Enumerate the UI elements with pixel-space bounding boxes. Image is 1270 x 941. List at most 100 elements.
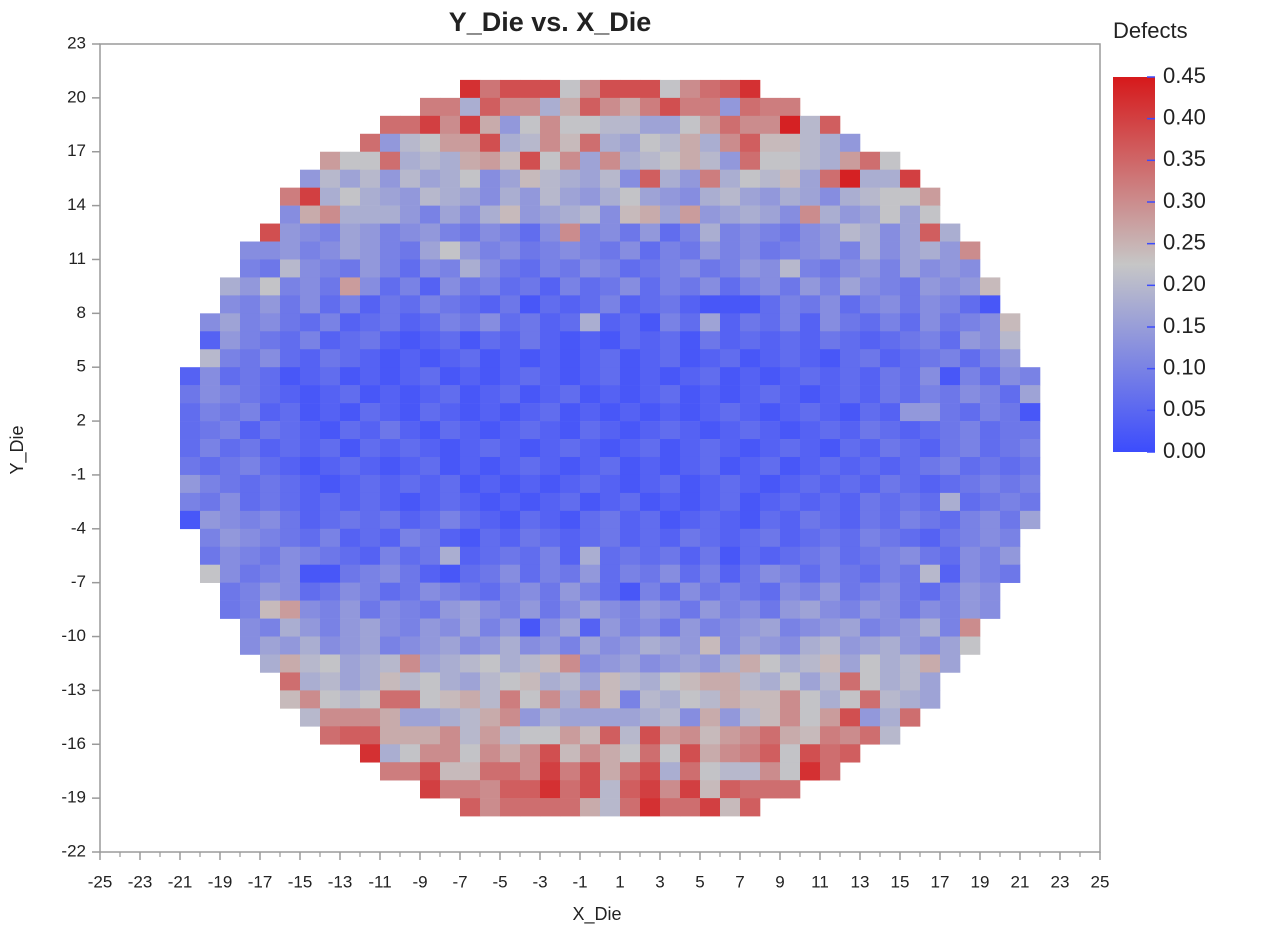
die-cell: [340, 169, 361, 188]
die-cell: [900, 510, 921, 530]
colorbar-tick-label: 0.40: [1163, 104, 1206, 129]
die-cell: [460, 367, 481, 386]
die-cell: [1000, 546, 1021, 566]
die-cell: [520, 708, 541, 727]
die-cell: [380, 582, 401, 601]
die-cell: [560, 205, 581, 224]
die-cell: [620, 223, 641, 242]
die-cell: [520, 259, 541, 278]
die-cell: [980, 403, 1001, 422]
die-cell: [340, 690, 361, 709]
die-cell: [860, 690, 881, 709]
die-cell: [860, 259, 881, 278]
die-cell: [540, 403, 561, 422]
chart-title: Y_Die vs. X_Die: [449, 7, 652, 37]
die-cell: [780, 708, 801, 727]
die-cell: [480, 169, 501, 188]
die-cell: [980, 313, 1001, 332]
die-cell: [500, 510, 521, 530]
die-cell: [480, 708, 501, 727]
die-cell: [540, 474, 561, 494]
y-tick-label: -13: [61, 680, 86, 699]
die-cell: [680, 726, 701, 745]
die-cell: [720, 618, 741, 637]
die-cell: [820, 546, 841, 566]
die-cell: [420, 708, 441, 727]
die-cell: [280, 672, 301, 691]
die-cell: [460, 169, 481, 188]
die-cell: [520, 205, 541, 224]
die-cell: [900, 349, 921, 368]
die-cell: [520, 367, 541, 386]
die-cell: [700, 259, 721, 278]
die-cell: [940, 367, 961, 386]
die-cell: [440, 133, 461, 153]
die-cell: [320, 403, 341, 422]
die-cell: [660, 618, 681, 637]
die-cell: [700, 546, 721, 566]
die-cell: [660, 205, 681, 224]
die-cell: [440, 636, 461, 655]
x-tick-label: 15: [891, 872, 910, 891]
die-cell: [700, 636, 721, 655]
die-cell: [420, 205, 441, 224]
die-cell: [460, 510, 481, 530]
die-cell: [940, 295, 961, 314]
die-cell: [920, 187, 941, 206]
die-cell: [1000, 474, 1021, 494]
die-cell: [360, 510, 381, 530]
die-cell: [960, 403, 981, 422]
die-cell: [400, 474, 421, 494]
die-cell: [820, 474, 841, 494]
die-cell: [760, 115, 781, 135]
die-cell: [900, 690, 921, 709]
die-cell: [1000, 385, 1021, 404]
die-cell: [700, 241, 721, 260]
die-cell: [560, 277, 581, 296]
die-cell: [460, 708, 481, 727]
die-cell: [420, 295, 441, 314]
die-cell: [720, 636, 741, 655]
die-cell: [760, 492, 781, 512]
die-cell: [800, 133, 821, 153]
die-cell: [460, 115, 481, 135]
die-cell: [820, 439, 841, 458]
die-cell: [580, 367, 601, 386]
die-cell: [840, 690, 861, 709]
die-cell: [600, 780, 621, 799]
die-cell: [960, 439, 981, 458]
die-cell: [220, 367, 241, 386]
x-tick-label: 11: [811, 872, 829, 891]
die-cell: [500, 780, 521, 799]
die-cell: [600, 582, 621, 601]
die-cell: [880, 474, 901, 494]
die-cell: [980, 277, 1001, 296]
die-cell: [380, 672, 401, 691]
die-cell: [600, 618, 621, 637]
die-cell: [540, 798, 561, 817]
die-cell: [360, 295, 381, 314]
die-cell: [780, 492, 801, 512]
die-cell: [540, 456, 561, 476]
die-cell: [600, 97, 621, 117]
die-cell: [880, 654, 901, 673]
die-cell: [320, 385, 341, 404]
die-cell: [1000, 456, 1021, 476]
die-cell: [500, 798, 521, 817]
die-cell: [460, 313, 481, 332]
die-cell: [840, 654, 861, 673]
die-cell: [780, 241, 801, 260]
die-cell: [840, 456, 861, 476]
die-cell: [840, 295, 861, 314]
die-cell: [340, 528, 361, 548]
die-cell: [660, 456, 681, 476]
die-cell: [700, 798, 721, 817]
die-cell: [720, 708, 741, 727]
die-cell: [180, 456, 201, 476]
die-cell: [940, 241, 961, 260]
die-cell: [400, 367, 421, 386]
die-cell: [980, 349, 1001, 368]
die-cell: [1000, 367, 1021, 386]
die-cell: [960, 600, 981, 619]
die-cell: [500, 726, 521, 745]
